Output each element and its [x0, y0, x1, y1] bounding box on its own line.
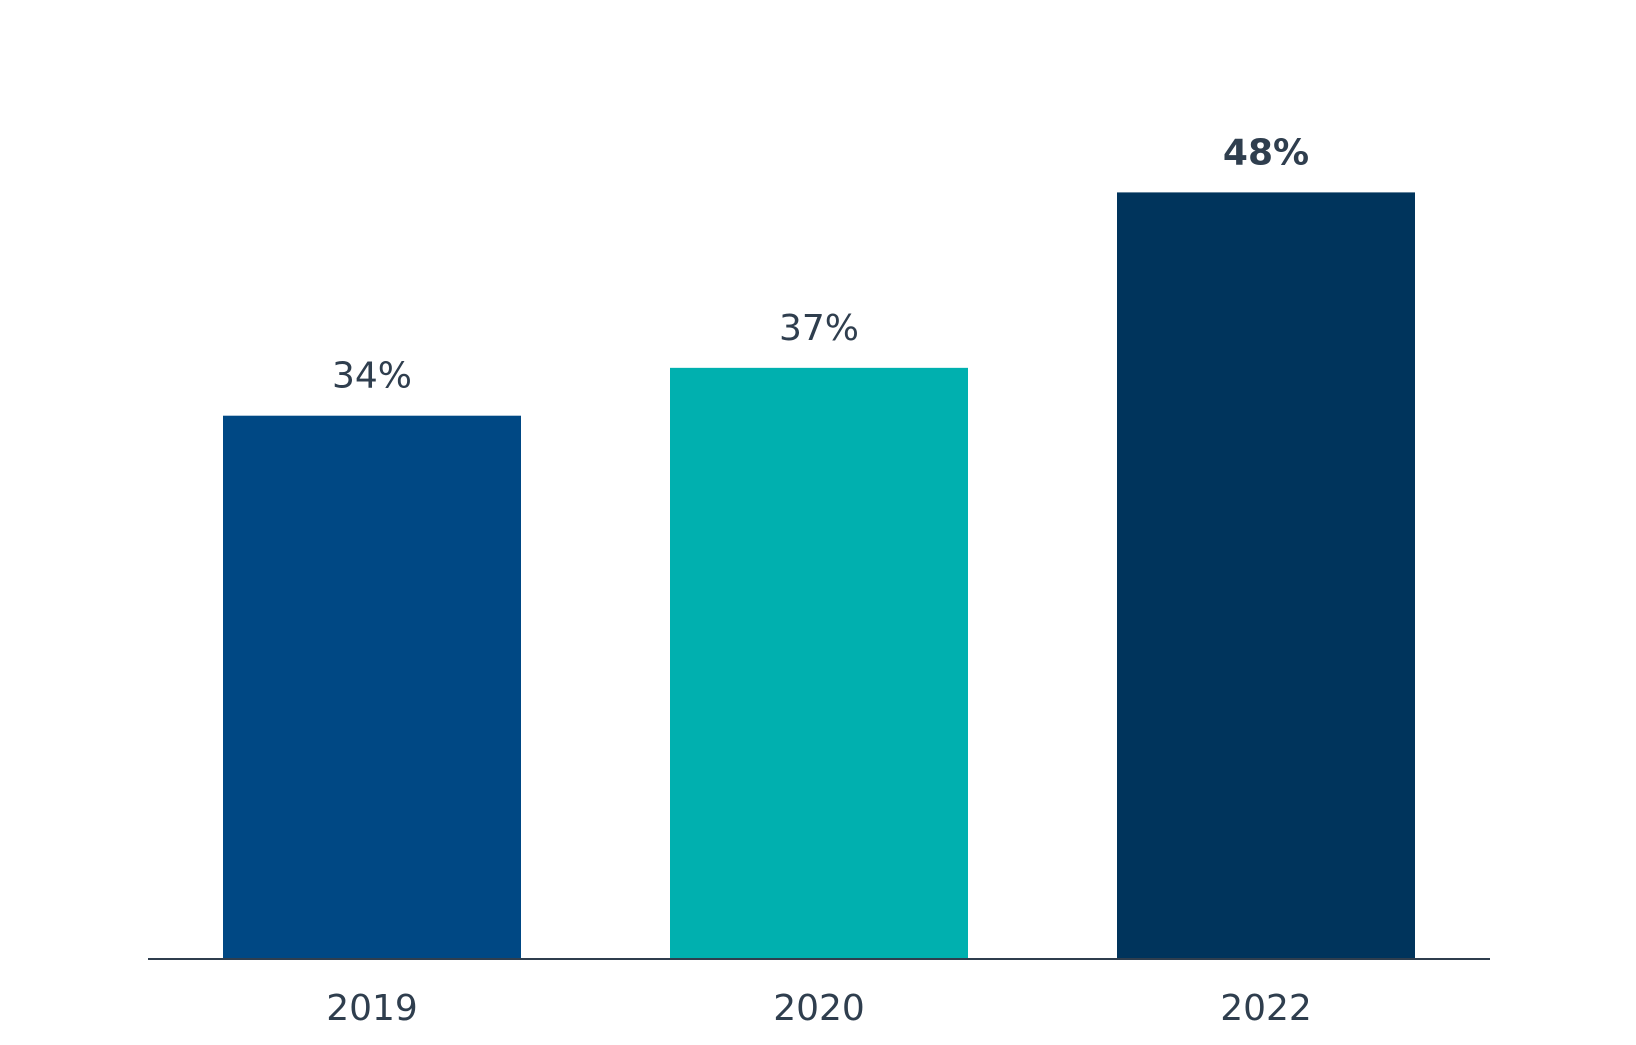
- x-tick-label-2020: 2020: [773, 988, 865, 1029]
- bar-2019: [223, 415, 521, 958]
- bar-2020: [670, 367, 968, 959]
- x-tick-labels-group: 2019 2020 2022: [326, 988, 1312, 1029]
- value-label-2022: 48%: [1223, 132, 1309, 173]
- x-tick-label-2019: 2019: [326, 988, 418, 1029]
- value-label-2020: 37%: [779, 308, 859, 349]
- bar-2022: [1117, 192, 1415, 958]
- value-labels-group: 34% 37% 48%: [332, 132, 1309, 396]
- x-tick-label-2022: 2022: [1220, 988, 1312, 1029]
- value-label-2019: 34%: [332, 356, 412, 397]
- bars-group: [223, 192, 1415, 959]
